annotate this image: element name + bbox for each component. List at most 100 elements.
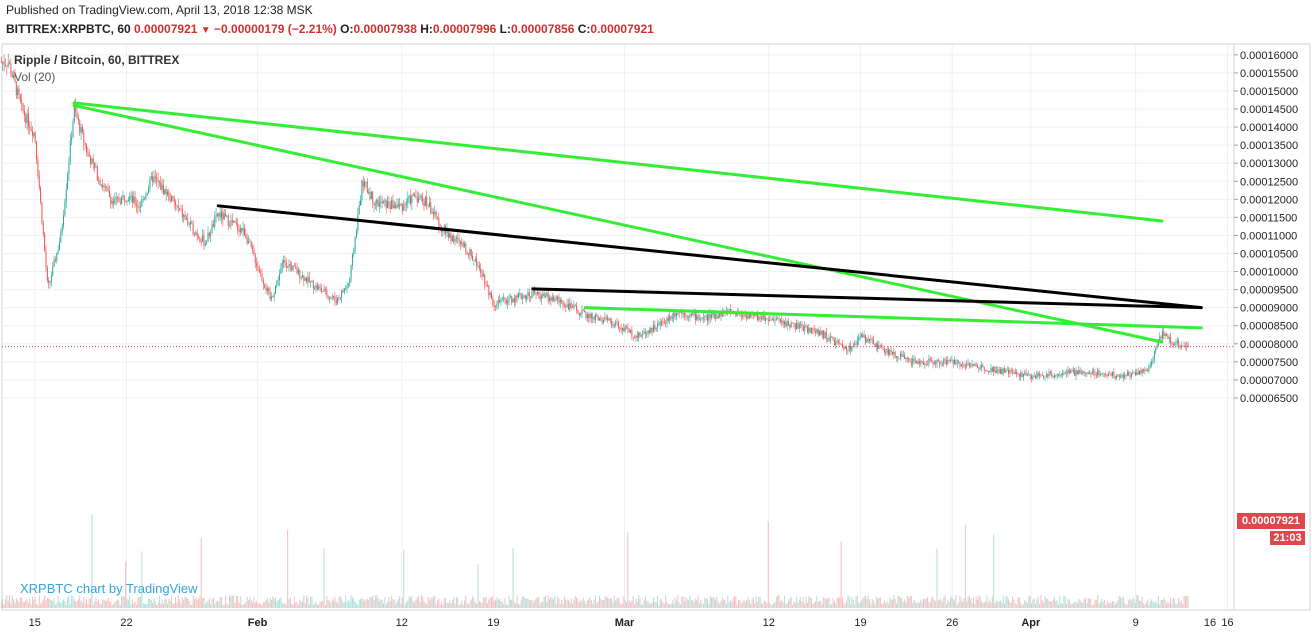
candle-body bbox=[441, 229, 443, 233]
volume-bar bbox=[831, 604, 833, 608]
volume-bar bbox=[139, 596, 141, 608]
candle-body bbox=[1103, 373, 1105, 375]
volume-bar bbox=[254, 602, 256, 608]
volume-bar bbox=[983, 602, 985, 608]
volume-bar bbox=[956, 604, 958, 608]
candle-body bbox=[284, 260, 286, 263]
volume-bar bbox=[193, 598, 195, 608]
volume-bar bbox=[423, 601, 425, 608]
volume-bar bbox=[627, 532, 629, 608]
trendlines[interactable] bbox=[2, 101, 1234, 348]
candle-body bbox=[581, 309, 583, 314]
volume-bar bbox=[1003, 603, 1005, 608]
volume-bar bbox=[57, 595, 59, 608]
volume-bar bbox=[1064, 596, 1066, 608]
candle-body bbox=[910, 361, 912, 364]
candle-body bbox=[935, 362, 937, 364]
volume-bar bbox=[415, 599, 417, 608]
volume-bar bbox=[503, 604, 505, 608]
candle-body bbox=[322, 291, 324, 293]
volume-bar bbox=[577, 599, 579, 608]
volume-bar bbox=[382, 603, 384, 608]
volume-legend[interactable]: Vol (20) bbox=[14, 70, 56, 84]
candle-body bbox=[458, 238, 460, 242]
candle-body bbox=[678, 312, 680, 314]
candle-body bbox=[195, 232, 197, 235]
candle-body bbox=[540, 296, 542, 300]
candle-body bbox=[347, 283, 349, 286]
volume-bar bbox=[468, 604, 470, 608]
volume-bar bbox=[98, 599, 100, 608]
candle-body bbox=[1030, 375, 1032, 379]
candle-body bbox=[469, 248, 471, 256]
volume-bar bbox=[283, 604, 285, 608]
volume-bar bbox=[457, 597, 459, 608]
volume-bar bbox=[450, 602, 452, 608]
volume-bar bbox=[185, 597, 187, 608]
last-price-tag: 0.00007921 bbox=[1237, 513, 1305, 529]
volume-bar bbox=[678, 602, 680, 608]
volume-bar bbox=[941, 601, 943, 608]
candle-body bbox=[1082, 371, 1084, 374]
volume-bar bbox=[385, 604, 387, 608]
volume-bar bbox=[758, 596, 760, 608]
x-tick-label: Mar bbox=[615, 617, 635, 629]
candle-body bbox=[770, 319, 772, 321]
volume-bar bbox=[829, 604, 831, 608]
candle-body bbox=[925, 364, 927, 365]
candle-body bbox=[665, 323, 667, 325]
candle-body bbox=[1152, 359, 1154, 363]
candle-body bbox=[415, 196, 417, 198]
candle-body bbox=[576, 305, 578, 310]
volume-bar bbox=[933, 600, 935, 608]
candle-body bbox=[804, 326, 806, 331]
candle-body bbox=[253, 249, 255, 256]
volume-bar bbox=[684, 601, 686, 608]
watermark: XRPBTC chart by TradingView bbox=[20, 581, 198, 596]
candle-body bbox=[486, 284, 488, 286]
candle-body bbox=[480, 268, 482, 273]
chart-legend-title[interactable]: Ripple / Bitcoin, 60, BITTREX bbox=[14, 53, 180, 67]
volume-bar bbox=[582, 597, 584, 608]
candle-body bbox=[141, 199, 143, 207]
candle-body bbox=[215, 214, 217, 218]
candle-body bbox=[449, 233, 451, 238]
volume-bar bbox=[981, 601, 983, 608]
candle-body bbox=[920, 361, 922, 364]
volume-bar bbox=[576, 597, 578, 608]
candle-body bbox=[713, 312, 715, 319]
volume-bar bbox=[1121, 598, 1123, 608]
candle-body bbox=[210, 233, 212, 236]
volume-bar bbox=[168, 599, 170, 608]
volume-bar bbox=[427, 597, 429, 608]
candle-body bbox=[809, 327, 811, 333]
candle-body bbox=[913, 358, 915, 362]
volume-bar bbox=[320, 601, 322, 608]
candle-body bbox=[1014, 371, 1016, 374]
volume-bar bbox=[516, 595, 518, 608]
volume-bar bbox=[682, 596, 684, 608]
volume-bar bbox=[1155, 600, 1157, 608]
candle-body bbox=[185, 218, 187, 220]
volume-bar bbox=[485, 597, 487, 608]
volume-bar bbox=[812, 603, 814, 608]
candle-body bbox=[152, 176, 154, 182]
symbol-label[interactable]: BITTREX:XRPBTC, 60 bbox=[6, 22, 131, 36]
candle-body bbox=[364, 181, 366, 187]
candle-body bbox=[509, 296, 511, 298]
candle-body bbox=[1140, 370, 1142, 374]
candle-body bbox=[1130, 373, 1132, 377]
volume-bar bbox=[763, 600, 765, 608]
candle-body bbox=[702, 317, 704, 319]
volume-bar bbox=[777, 595, 779, 608]
candle-body bbox=[1080, 373, 1082, 375]
volume-bar bbox=[470, 599, 472, 608]
candle-body bbox=[986, 370, 988, 372]
candle-body bbox=[883, 348, 885, 352]
volume-bar bbox=[578, 602, 580, 608]
volume-bar bbox=[995, 600, 997, 608]
volume-bar bbox=[646, 600, 648, 608]
volume-bar bbox=[6, 595, 8, 608]
volume-bar bbox=[858, 602, 860, 608]
